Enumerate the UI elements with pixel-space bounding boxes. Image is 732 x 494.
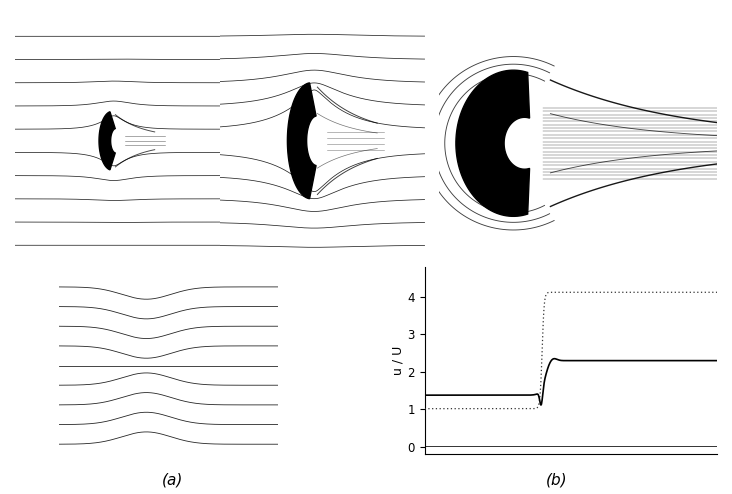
Polygon shape <box>99 112 115 170</box>
Polygon shape <box>288 83 316 199</box>
Text: (a): (a) <box>161 472 183 487</box>
Text: (b): (b) <box>545 472 567 487</box>
Y-axis label: u / U: u / U <box>392 346 405 375</box>
Polygon shape <box>456 70 529 216</box>
